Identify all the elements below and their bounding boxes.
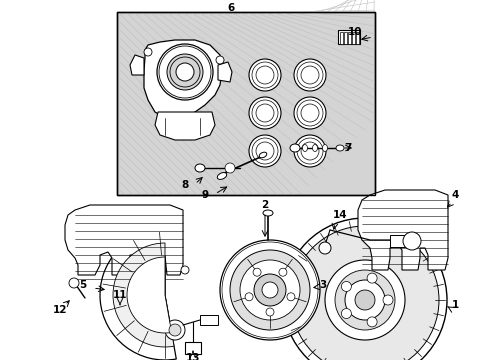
Bar <box>389 235 411 247</box>
Circle shape <box>262 282 278 298</box>
Circle shape <box>366 317 376 327</box>
Circle shape <box>181 266 189 274</box>
Ellipse shape <box>248 59 281 91</box>
Bar <box>200 315 218 325</box>
Circle shape <box>318 242 330 254</box>
Ellipse shape <box>322 144 327 152</box>
Text: 10: 10 <box>347 27 362 37</box>
Wedge shape <box>100 230 176 360</box>
Circle shape <box>290 226 438 360</box>
Circle shape <box>169 324 181 336</box>
Circle shape <box>382 295 392 305</box>
Ellipse shape <box>248 97 281 129</box>
Polygon shape <box>130 55 143 75</box>
Bar <box>355 32 358 44</box>
Circle shape <box>286 293 294 301</box>
Polygon shape <box>357 190 447 270</box>
Ellipse shape <box>335 145 343 151</box>
Text: 2: 2 <box>261 200 268 210</box>
Text: 13: 13 <box>185 353 200 360</box>
Polygon shape <box>143 40 222 120</box>
Circle shape <box>345 280 384 320</box>
Bar <box>117 12 374 195</box>
Circle shape <box>176 63 194 81</box>
Bar <box>343 32 346 44</box>
Bar <box>351 32 354 44</box>
Ellipse shape <box>312 144 317 152</box>
Ellipse shape <box>70 280 78 286</box>
Circle shape <box>341 282 351 292</box>
Text: 3: 3 <box>319 280 326 290</box>
Circle shape <box>216 56 224 64</box>
Circle shape <box>240 260 299 320</box>
Circle shape <box>224 163 235 173</box>
Circle shape <box>220 240 319 340</box>
Ellipse shape <box>263 210 272 216</box>
Text: 11: 11 <box>113 290 127 300</box>
Ellipse shape <box>302 144 307 152</box>
Bar <box>339 32 342 44</box>
Circle shape <box>402 232 420 250</box>
Circle shape <box>354 290 374 310</box>
Circle shape <box>244 293 253 301</box>
Circle shape <box>334 270 394 330</box>
Bar <box>337 30 359 44</box>
Text: 4: 4 <box>450 190 458 200</box>
Circle shape <box>325 260 404 340</box>
Circle shape <box>157 44 213 100</box>
Ellipse shape <box>293 97 325 129</box>
Circle shape <box>341 309 351 319</box>
Bar <box>184 342 201 354</box>
Polygon shape <box>65 205 183 278</box>
Text: 6: 6 <box>227 3 234 13</box>
Ellipse shape <box>289 144 299 152</box>
Circle shape <box>167 54 203 90</box>
Circle shape <box>69 278 79 288</box>
Polygon shape <box>155 112 215 140</box>
Text: 7: 7 <box>344 143 351 153</box>
Text: 14: 14 <box>332 210 346 220</box>
Text: 1: 1 <box>450 300 458 310</box>
Ellipse shape <box>248 135 281 167</box>
Ellipse shape <box>217 172 226 179</box>
Circle shape <box>253 274 285 306</box>
Circle shape <box>164 320 184 340</box>
Ellipse shape <box>293 59 325 91</box>
Ellipse shape <box>195 164 204 172</box>
Text: 5: 5 <box>79 280 86 290</box>
Wedge shape <box>127 257 171 333</box>
Polygon shape <box>218 62 231 82</box>
Ellipse shape <box>293 135 325 167</box>
Circle shape <box>265 308 273 316</box>
Circle shape <box>366 273 376 283</box>
Bar <box>347 32 350 44</box>
Circle shape <box>229 250 309 330</box>
Text: 8: 8 <box>181 180 188 190</box>
Text: 9: 9 <box>201 190 208 200</box>
Circle shape <box>283 218 446 360</box>
Bar <box>117 12 374 195</box>
Circle shape <box>278 268 286 276</box>
Ellipse shape <box>259 152 266 158</box>
Circle shape <box>143 48 152 56</box>
Circle shape <box>253 268 261 276</box>
Wedge shape <box>113 243 174 347</box>
Text: 12: 12 <box>53 305 67 315</box>
